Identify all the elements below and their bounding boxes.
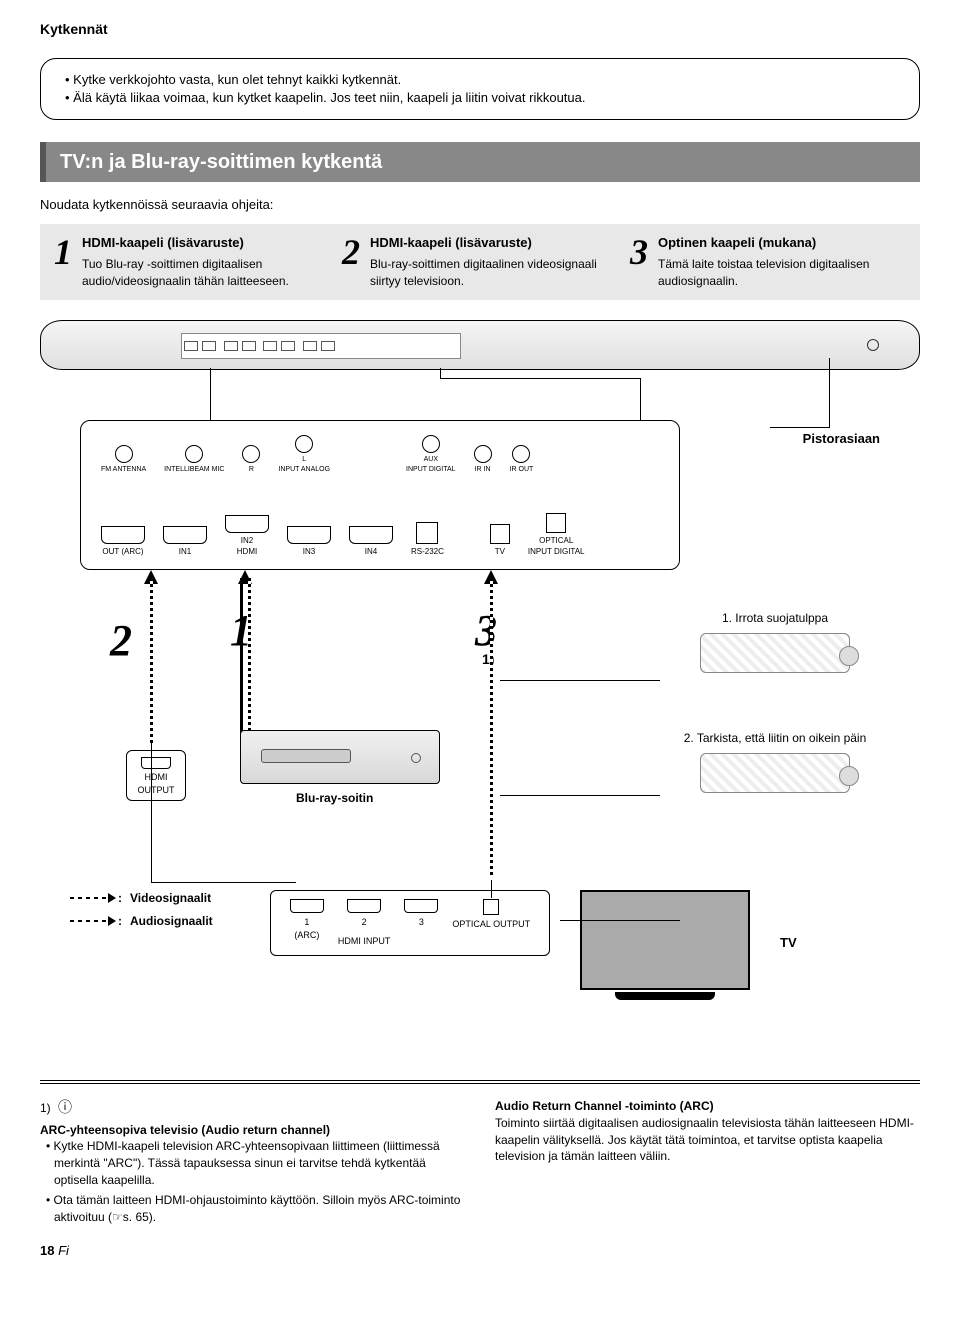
step-text: Tuo Blu-ray -soittimen digitaalisen audi… <box>82 256 330 290</box>
pointer-line <box>440 368 441 378</box>
cable-line <box>248 578 251 743</box>
footer-columns: 1) ⓘ ARC-yhteensopiva televisio (Audio r… <box>40 1098 920 1228</box>
bottom-row: : Videosignaalit : Audiosignaalit 1(ARC)… <box>70 890 890 1000</box>
port-label: OUT (ARC) <box>102 547 143 556</box>
tip-text: 1. Irrota suojatulppa <box>660 610 890 627</box>
step-title: HDMI-kaapeli (lisävaruste) <box>370 234 618 252</box>
port-label: TV <box>495 547 505 556</box>
hdmi-output-label: HDMI OUTPUT <box>135 771 177 796</box>
step-num: 3 <box>630 234 648 290</box>
pointer-line <box>210 368 211 420</box>
step-num: 1 <box>54 234 72 290</box>
legend-audio: Audiosignaalit <box>130 913 213 930</box>
port-label: FM ANTENNA <box>101 466 146 473</box>
port-sub: (ARC) <box>290 929 324 942</box>
bluray-player <box>240 730 440 784</box>
optical-label: OPTICAL OUTPUT <box>452 918 530 931</box>
footnote-marker: 1) <box>40 1101 51 1115</box>
callout-item: Älä käytä liikaa voimaa, kun kytket kaap… <box>65 89 899 107</box>
port-label: IR IN <box>475 466 491 473</box>
port-label: IN2 <box>241 536 253 545</box>
pointer-line <box>500 680 660 681</box>
port-label: IN1 <box>179 547 191 556</box>
plug-tip-1: 1. Irrota suojatulppa <box>660 610 890 673</box>
cable-line <box>150 578 153 743</box>
bluray-label: Blu-ray-soitin <box>296 790 373 807</box>
step-1: 1 HDMI-kaapeli (lisävaruste) Tuo Blu-ray… <box>54 234 330 290</box>
page-number: 18 Fi <box>40 1242 920 1260</box>
footnote-title: ARC-yhteensopiva televisio (Audio return… <box>40 1122 465 1139</box>
port-label: IN3 <box>303 547 315 556</box>
outlet-label: Pistorasiaan <box>803 430 880 448</box>
tv-illustration <box>570 890 760 1000</box>
port-label: AUX <box>424 456 438 463</box>
port-sub: INPUT DIGITAL <box>528 547 585 556</box>
plug-tip-2: 2. Tarkista, että liitin on oikein päin <box>660 730 890 793</box>
step-num: 2 <box>342 234 360 290</box>
footer-left: 1) ⓘ ARC-yhteensopiva televisio (Audio r… <box>40 1098 465 1228</box>
port-label: INTELLIBEAM MIC <box>164 466 224 473</box>
diagram-num-2: 2 <box>110 610 132 672</box>
speaker-icon <box>867 339 879 351</box>
hdmi-input-label: HDMI INPUT <box>338 935 391 948</box>
rear-panel: FM ANTENNA INTELLIBEAM MIC R L INPUT ANAL… <box>80 420 680 570</box>
port-label: IN4 <box>365 547 377 556</box>
intro-text: Noudata kytkennöissä seuraavia ohjeita: <box>40 196 920 214</box>
pointer-line <box>440 378 640 379</box>
port-sub: INPUT ANALOG <box>278 466 330 473</box>
legend-video: Videosignaalit <box>130 890 211 907</box>
port-num: 2 <box>338 916 391 929</box>
cable-line <box>491 880 492 898</box>
audio-arrow-icon <box>70 920 110 922</box>
pointer-line <box>500 795 660 796</box>
step-title: Optinen kaapeli (mukana) <box>658 234 906 252</box>
port-label: L <box>302 456 306 463</box>
step-3: 3 Optinen kaapeli (mukana) Tämä laite to… <box>630 234 906 290</box>
pointer-line <box>640 378 641 420</box>
cable-line <box>151 882 296 883</box>
arc-text: Toiminto siirtää digitaalisen audiosigna… <box>495 1115 920 1165</box>
footer-separator <box>40 1080 920 1084</box>
video-arrow-icon <box>70 897 110 899</box>
footnote-item: Kytke HDMI-kaapeli television ARC-yhteen… <box>46 1138 465 1188</box>
power-cable <box>770 358 830 428</box>
footnote-item: Ota tämän laitteen HDMI-ohjaustoiminto k… <box>46 1192 465 1226</box>
port-num: 3 <box>404 916 438 929</box>
port-label: R <box>249 466 254 473</box>
step-text: Blu-ray-soittimen digitaalinen videosign… <box>370 256 618 290</box>
soundbar-port-panel <box>181 333 461 359</box>
pointer-line <box>560 920 680 921</box>
port-num: 1 <box>290 916 324 929</box>
hdmi-output-box: HDMI OUTPUT <box>126 750 186 801</box>
page-header: Kytkennät <box>40 20 920 40</box>
cable-line <box>490 578 493 878</box>
plug-illustration <box>700 633 850 673</box>
arc-title: Audio Return Channel -toiminto (ARC) <box>495 1098 920 1115</box>
footer-right: Audio Return Channel -toiminto (ARC) Toi… <box>495 1098 920 1228</box>
port-label: RS-232C <box>411 547 444 556</box>
tip-text: 2. Tarkista, että liitin on oikein päin <box>660 730 890 747</box>
signal-legend: : Videosignaalit : Audiosignaalit <box>70 890 250 936</box>
plug-illustration <box>700 753 850 793</box>
port-sub: HDMI <box>237 547 257 556</box>
cable-line <box>240 578 243 743</box>
connection-diagram: Pistorasiaan FM ANTENNA INTELLIBEAM MIC … <box>40 320 920 1060</box>
port-label: OPTICAL <box>539 536 573 545</box>
steps-row: 1 HDMI-kaapeli (lisävaruste) Tuo Blu-ray… <box>40 224 920 300</box>
cable-line <box>151 742 152 882</box>
step-title: HDMI-kaapeli (lisävaruste) <box>82 234 330 252</box>
tv-label: TV <box>780 934 797 952</box>
section-title: TV:n ja Blu-ray-soittimen kytkentä <box>40 142 920 182</box>
warning-callout: Kytke verkkojohto vasta, kun olet tehnyt… <box>40 58 920 120</box>
port-label: IR OUT <box>510 466 534 473</box>
tv-hdmi-panel: 1(ARC) 2 HDMI INPUT 3 OPTICAL OUTPUT <box>270 890 550 956</box>
step-text: Tämä laite toistaa television digitaalis… <box>658 256 906 290</box>
port-sub: INPUT DIGITAL <box>406 466 456 473</box>
callout-item: Kytke verkkojohto vasta, kun olet tehnyt… <box>65 71 899 89</box>
step-2: 2 HDMI-kaapeli (lisävaruste) Blu-ray-soi… <box>342 234 618 290</box>
